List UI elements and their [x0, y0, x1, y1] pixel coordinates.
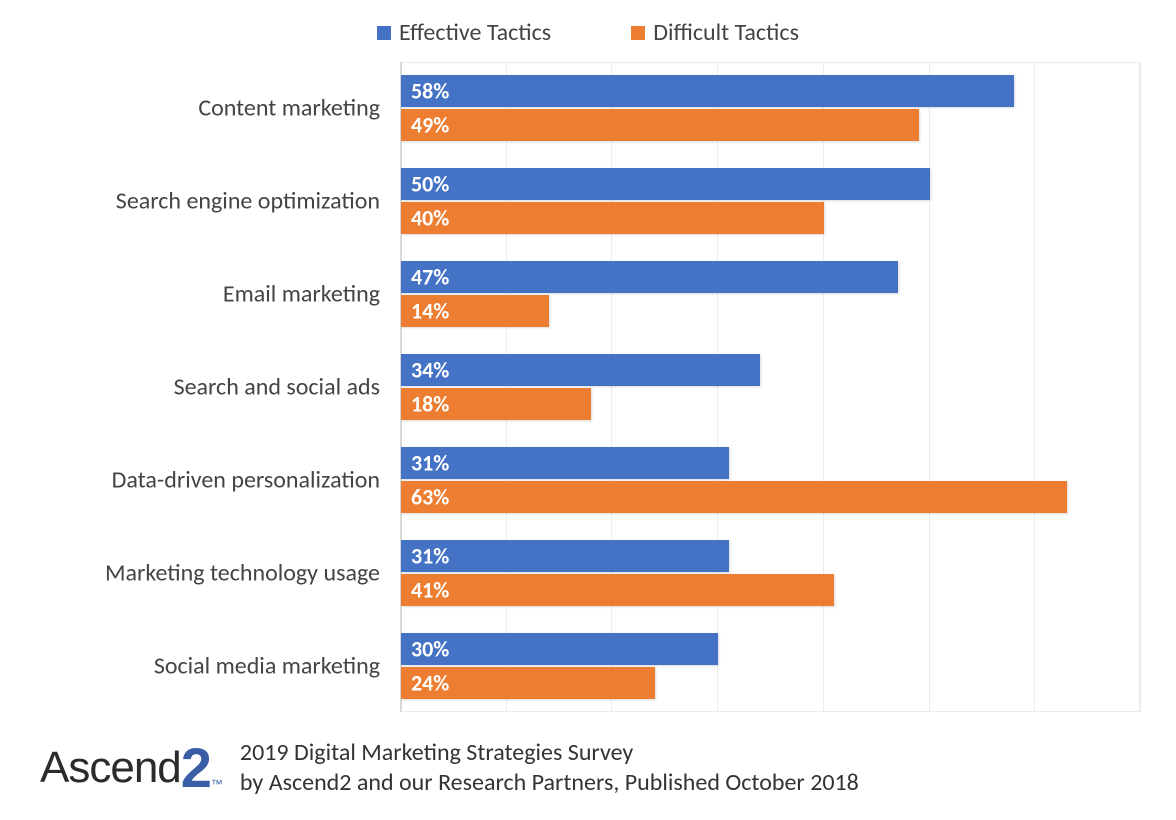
logo-accent: 2	[181, 746, 211, 791]
legend: Effective Tactics Difficult Tactics	[10, 10, 1166, 53]
bar-value-label: 49%	[411, 112, 449, 139]
bar-effective: 30%	[401, 633, 718, 665]
gridline	[506, 62, 507, 712]
bar-difficult: 40%	[401, 202, 824, 234]
chart-area: Content marketing Search engine optimizat…	[40, 62, 1140, 712]
bar-value-label: 58%	[411, 78, 449, 105]
category-label: Email marketing	[40, 280, 380, 309]
bar-value-label: 41%	[411, 576, 449, 603]
bar-difficult: 24%	[401, 667, 655, 699]
bar-effective: 47%	[401, 261, 898, 293]
bar-effective: 50%	[401, 168, 930, 200]
legend-swatch-effective	[377, 26, 391, 40]
bar-value-label: 18%	[411, 391, 449, 418]
footer-line1: 2019 Digital Marketing Strategies Survey	[240, 738, 859, 768]
bar-value-label: 30%	[411, 635, 449, 662]
bar-value-label: 14%	[411, 298, 449, 325]
legend-label-difficult: Difficult Tactics	[653, 18, 799, 47]
gridline	[717, 62, 718, 712]
gridline	[929, 62, 930, 712]
bar-effective: 34%	[401, 354, 760, 386]
footer-text: 2019 Digital Marketing Strategies Survey…	[240, 738, 859, 798]
gridline	[1034, 62, 1035, 712]
bar-value-label: 50%	[411, 171, 449, 198]
bar-value-label: 24%	[411, 669, 449, 696]
chart-frame: Effective Tactics Difficult Tactics Cont…	[10, 10, 1166, 810]
legend-label-effective: Effective Tactics	[399, 18, 551, 47]
gridline	[823, 62, 824, 712]
bar-value-label: 31%	[411, 449, 449, 476]
plot-border	[400, 62, 1140, 712]
bar-effective: 58%	[401, 75, 1014, 107]
bar-value-label: 34%	[411, 357, 449, 384]
bar-difficult: 63%	[401, 481, 1067, 513]
legend-item-effective: Effective Tactics	[377, 18, 551, 47]
bar-value-label: 40%	[411, 205, 449, 232]
legend-swatch-difficult	[631, 26, 645, 40]
category-label: Content marketing	[40, 94, 380, 123]
bar-effective: 31%	[401, 540, 729, 572]
logo-text: Ascend	[40, 746, 181, 790]
category-labels: Content marketing Search engine optimizat…	[40, 62, 390, 712]
logo-tm: ™	[211, 778, 222, 790]
y-axis-line	[400, 62, 402, 712]
category-label: Search and social ads	[40, 373, 380, 402]
legend-item-difficult: Difficult Tactics	[631, 18, 799, 47]
bar-effective: 31%	[401, 447, 729, 479]
category-label: Data-driven personalization	[40, 465, 380, 494]
category-label: Social media marketing	[40, 651, 380, 680]
bar-value-label: 31%	[411, 542, 449, 569]
category-label: Search engine optimization	[40, 187, 380, 216]
footer: Ascend 2 ™ 2019 Digital Marketing Strate…	[40, 738, 859, 798]
gridline	[611, 62, 612, 712]
ascend2-logo: Ascend 2 ™	[40, 746, 222, 791]
bar-value-label: 47%	[411, 264, 449, 291]
plot-area: 58% 49% 50% 40% 47% 14% 34% 18% 31% 63% 31% 41% 30% 2…	[400, 62, 1140, 712]
bar-difficult: 14%	[401, 295, 549, 327]
bar-difficult: 49%	[401, 109, 919, 141]
footer-line2: by Ascend2 and our Research Partners, Pu…	[240, 768, 859, 798]
bar-difficult: 18%	[401, 388, 591, 420]
category-label: Marketing technology usage	[40, 558, 380, 587]
bar-value-label: 63%	[411, 483, 449, 510]
gridline	[1140, 62, 1141, 712]
bar-difficult: 41%	[401, 574, 834, 606]
